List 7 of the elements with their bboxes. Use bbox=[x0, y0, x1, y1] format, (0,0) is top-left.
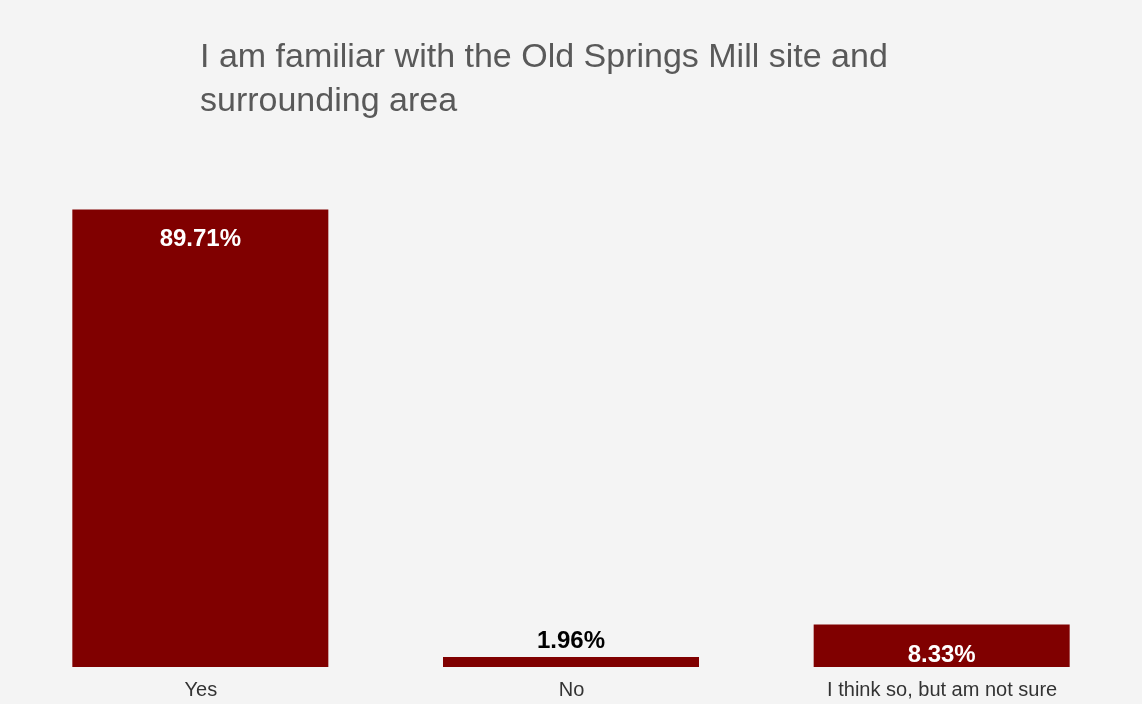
data-label: 89.71% bbox=[159, 224, 242, 252]
chart-title: I am familiar with the Old Springs Mill site and surrounding area bbox=[200, 36, 888, 118]
x-tick-label: No bbox=[558, 677, 585, 700]
data-label: 8.33% bbox=[907, 639, 976, 667]
data-label: 1.96% bbox=[536, 626, 606, 653]
x-tick-label: Yes bbox=[184, 677, 218, 700]
x-tick-label: I think so, but am not sure bbox=[827, 677, 1058, 700]
